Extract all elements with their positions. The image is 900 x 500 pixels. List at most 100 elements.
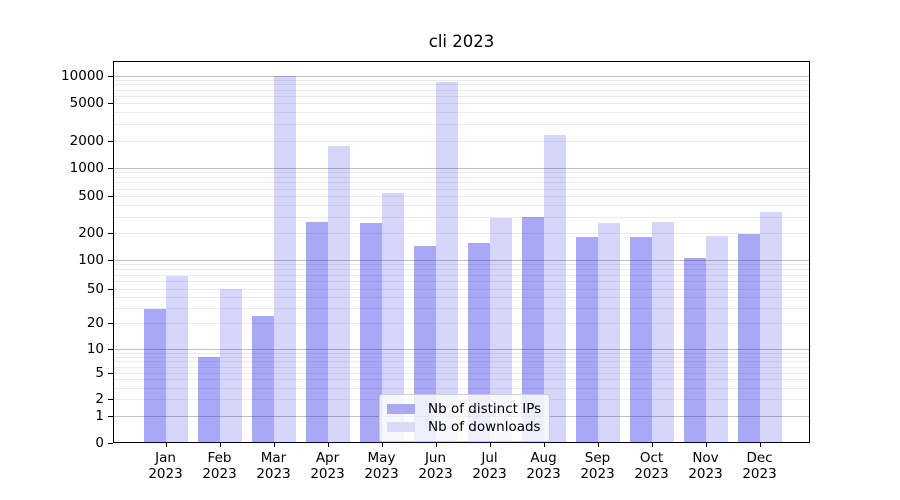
chart-title: cli 2023 bbox=[428, 32, 495, 51]
gridline-minor bbox=[114, 274, 809, 276]
bar-distinct-ips bbox=[629, 236, 652, 443]
gridline-minor bbox=[114, 112, 809, 114]
x-tick-month: Jan bbox=[155, 450, 176, 466]
gridline-minor bbox=[114, 141, 809, 142]
y-tick-mark bbox=[108, 289, 113, 290]
gridline-minor bbox=[114, 188, 809, 190]
bar-downloads bbox=[381, 192, 404, 443]
gridline-minor bbox=[114, 356, 809, 358]
gridline-minor bbox=[114, 103, 809, 104]
x-tick-label: Aug 2023 bbox=[516, 450, 572, 482]
x-tick-label: Dec 2023 bbox=[732, 450, 788, 482]
x-tick-year: 2023 bbox=[256, 465, 291, 482]
gridline-minor bbox=[114, 124, 809, 126]
x-tick-year: 2023 bbox=[202, 465, 237, 482]
legend-swatch-downloads bbox=[387, 421, 415, 432]
x-tick-label: Sep 2023 bbox=[570, 450, 626, 482]
bar-downloads bbox=[597, 223, 620, 443]
y-tick-mark bbox=[108, 141, 113, 142]
y-tick-label: 2000 bbox=[69, 133, 104, 149]
gridline-minor bbox=[114, 366, 809, 368]
x-tick-month: Sep bbox=[584, 450, 611, 466]
x-tick-year: 2023 bbox=[742, 465, 777, 482]
y-tick-mark bbox=[108, 399, 113, 400]
gridline-minor bbox=[114, 264, 809, 266]
x-tick-mark bbox=[274, 443, 275, 447]
x-tick-month: Jun bbox=[424, 450, 447, 466]
legend-item-downloads: Nb of downloads bbox=[387, 419, 541, 436]
x-tick-month: Mar bbox=[260, 450, 287, 466]
x-tick-year: 2023 bbox=[634, 465, 669, 482]
x-tick-month: Dec bbox=[746, 450, 773, 466]
legend: Nb of distinct IPs Nb of downloads bbox=[379, 394, 551, 442]
bar-downloads bbox=[543, 134, 566, 443]
y-tick-label: 1000 bbox=[69, 160, 104, 176]
bar-downloads bbox=[489, 218, 512, 443]
y-tick-label: 100 bbox=[78, 252, 104, 268]
y-tick-mark bbox=[108, 443, 113, 444]
gridline-minor bbox=[114, 297, 809, 299]
y-tick-label: 20 bbox=[86, 315, 104, 331]
bar-downloads bbox=[273, 75, 296, 443]
y-tick-label: 500 bbox=[78, 188, 104, 204]
x-tick-year: 2023 bbox=[688, 465, 723, 482]
x-tick-mark bbox=[598, 443, 599, 447]
x-tick-mark bbox=[490, 443, 491, 447]
gridline-major bbox=[114, 349, 809, 350]
gridline-minor bbox=[114, 177, 809, 178]
x-tick-label: Oct 2023 bbox=[624, 450, 680, 482]
x-tick-label: Feb 2023 bbox=[192, 450, 248, 482]
y-tick-label: 5 bbox=[95, 365, 104, 381]
x-tick-mark bbox=[166, 443, 167, 447]
legend-swatch-distinct-ips bbox=[387, 404, 415, 415]
y-tick-label: 1 bbox=[95, 408, 104, 424]
y-tick-label: 200 bbox=[78, 225, 104, 241]
gridline-minor bbox=[114, 196, 809, 197]
x-tick-mark bbox=[706, 443, 707, 447]
bar-distinct-ips bbox=[521, 216, 544, 443]
y-tick-label: 5000 bbox=[69, 95, 104, 111]
gridline-minor bbox=[114, 323, 809, 324]
x-tick-mark bbox=[328, 443, 329, 447]
x-tick-year: 2023 bbox=[580, 465, 615, 482]
bar-downloads bbox=[705, 236, 728, 443]
x-tick-year: 2023 bbox=[472, 465, 507, 482]
y-tick-mark bbox=[108, 196, 113, 197]
y-tick-mark bbox=[108, 323, 113, 324]
gridline-minor bbox=[114, 216, 809, 218]
gridline-major bbox=[114, 260, 809, 261]
x-tick-year: 2023 bbox=[418, 465, 453, 482]
bar-distinct-ips bbox=[305, 222, 328, 443]
x-tick-label: Jan 2023 bbox=[138, 450, 194, 482]
y-tick-mark bbox=[108, 349, 113, 350]
y-tick-label: 10 bbox=[86, 341, 104, 357]
y-tick-mark bbox=[108, 76, 113, 77]
x-tick-month: Feb bbox=[207, 450, 232, 466]
bar-downloads bbox=[165, 276, 188, 443]
legend-label-distinct-ips: Nb of distinct IPs bbox=[428, 401, 542, 418]
x-tick-month: Aug bbox=[530, 450, 557, 466]
bar-downloads bbox=[327, 146, 350, 443]
y-tick-mark bbox=[108, 168, 113, 169]
legend-item-distinct-ips: Nb of distinct IPs bbox=[387, 401, 541, 418]
y-tick-label: 2 bbox=[95, 391, 104, 407]
x-tick-label: Jul 2023 bbox=[462, 450, 518, 482]
y-tick-label: 50 bbox=[86, 281, 104, 297]
x-tick-label: Mar 2023 bbox=[246, 450, 302, 482]
bar-distinct-ips bbox=[143, 309, 166, 443]
x-tick-year: 2023 bbox=[148, 465, 183, 482]
gridline-minor bbox=[114, 205, 809, 206]
x-tick-year: 2023 bbox=[364, 465, 399, 482]
x-tick-mark bbox=[760, 443, 761, 447]
bar-distinct-ips bbox=[413, 245, 436, 443]
x-tick-label: May 2023 bbox=[354, 450, 410, 482]
x-tick-month: Apr bbox=[315, 450, 340, 466]
x-tick-label: Apr 2023 bbox=[300, 450, 356, 482]
gridline-minor bbox=[114, 387, 809, 389]
bar-downloads bbox=[435, 82, 458, 443]
gridline-minor bbox=[114, 79, 809, 81]
y-tick-mark bbox=[108, 373, 113, 374]
gridline-minor bbox=[114, 233, 809, 234]
x-tick-label: Jun 2023 bbox=[408, 450, 464, 482]
x-tick-month: Nov bbox=[692, 450, 719, 466]
